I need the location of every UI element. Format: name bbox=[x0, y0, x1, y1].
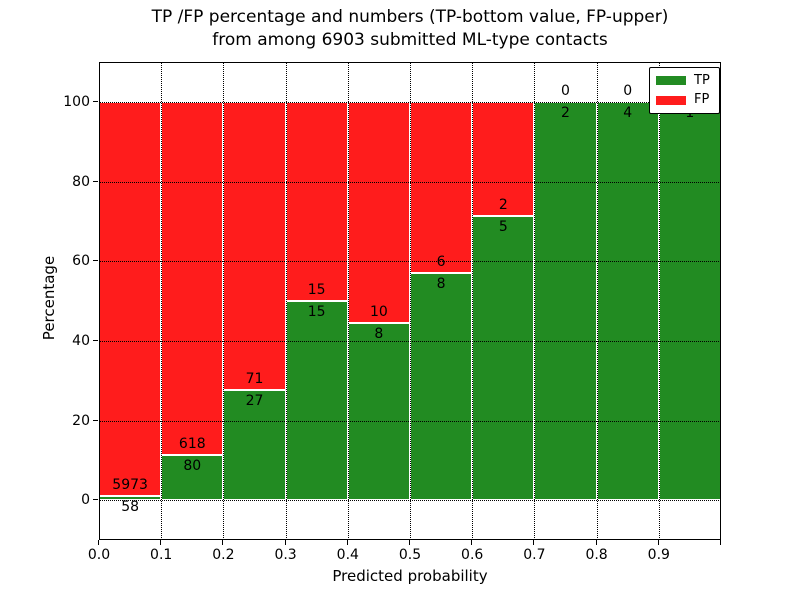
tp-count-label: 80 bbox=[183, 457, 202, 474]
bar-segment-fp bbox=[347, 101, 410, 324]
gridline-vertical bbox=[410, 62, 411, 540]
tp-count-label: 15 bbox=[307, 304, 326, 320]
x-tick-label: 0.2 bbox=[212, 547, 235, 563]
x-tick-mark bbox=[533, 540, 535, 545]
chart-title-line2: from among 6903 submitted ML-type contac… bbox=[212, 30, 608, 50]
tp-count-label: 27 bbox=[245, 393, 264, 410]
fp-legend-swatch bbox=[656, 95, 686, 105]
x-tick-mark bbox=[98, 540, 99, 545]
x-tick-label: 0.6 bbox=[461, 547, 484, 563]
y-tick-mark bbox=[93, 100, 98, 102]
gridline-vertical bbox=[472, 62, 474, 540]
x-tick-label: 0.1 bbox=[150, 547, 173, 563]
bar-segment-fp bbox=[285, 101, 348, 301]
y-tick-label: 0 bbox=[81, 492, 90, 509]
gridline-vertical bbox=[658, 62, 660, 540]
y-tick-mark bbox=[93, 339, 98, 341]
x-tick-mark bbox=[284, 540, 286, 545]
bar-segment-tp bbox=[285, 301, 348, 501]
fp-count-label: 2 bbox=[498, 196, 508, 213]
fp-count-label: 0 bbox=[623, 82, 633, 99]
x-tick-mark bbox=[160, 540, 162, 545]
tp-count-label: 8 bbox=[374, 326, 384, 343]
y-tick-mark bbox=[93, 180, 98, 182]
y-tick-label: 20 bbox=[72, 412, 90, 429]
tp-legend-swatch bbox=[656, 76, 686, 86]
legend-row: TP bbox=[656, 72, 713, 88]
gridline-vertical bbox=[223, 62, 225, 540]
bar-segment-tp bbox=[347, 323, 410, 501]
bar-segment-tp bbox=[223, 390, 286, 501]
bar-segment-tp bbox=[472, 215, 535, 501]
x-axis-title: Predicted probability bbox=[332, 567, 488, 585]
legend-label: FP bbox=[694, 92, 710, 108]
fp-count-label: 0 bbox=[561, 82, 570, 99]
x-tick-mark bbox=[346, 540, 348, 545]
tp-count-label: 5 bbox=[498, 218, 508, 235]
legend-label: TP bbox=[694, 72, 710, 88]
legend: TP FP bbox=[649, 67, 720, 114]
y-tick-mark bbox=[93, 419, 98, 421]
gridline-vertical bbox=[596, 62, 598, 540]
tp-count-label: 2 bbox=[561, 104, 570, 121]
bar-segment-fp bbox=[161, 101, 224, 455]
y-tick-label: 100 bbox=[63, 93, 90, 110]
bar-segment-fp bbox=[99, 101, 162, 497]
legend-row: FP bbox=[656, 93, 713, 107]
gridline-vertical bbox=[161, 62, 163, 540]
x-tick-label: 0.3 bbox=[274, 547, 297, 563]
fp-count-label: 5973 bbox=[112, 477, 148, 494]
x-tick-mark bbox=[720, 540, 721, 545]
chart-title-line1: TP /FP percentage and numbers (TP-bottom… bbox=[151, 7, 669, 27]
bar-segment-tp bbox=[596, 101, 659, 501]
x-tick-label: 0.5 bbox=[398, 547, 422, 563]
x-tick-mark bbox=[222, 540, 224, 545]
x-tick-label: 0.9 bbox=[647, 547, 670, 563]
x-tick-label: 0.4 bbox=[336, 547, 359, 563]
fp-count-label: 618 bbox=[178, 435, 206, 452]
y-tick-label: 60 bbox=[72, 253, 90, 270]
fp-count-label: 10 bbox=[369, 304, 388, 321]
bar-segment-tp bbox=[658, 101, 721, 501]
x-tick-mark bbox=[471, 540, 473, 545]
bar-segment-fp bbox=[410, 101, 473, 273]
y-tick-mark bbox=[93, 499, 98, 501]
bar-segment-tp bbox=[410, 272, 473, 501]
tp-count-label: 58 bbox=[121, 499, 140, 516]
fp-count-label: 15 bbox=[307, 282, 326, 298]
tp-count-label: 4 bbox=[623, 104, 633, 121]
gridline-vertical bbox=[285, 62, 287, 540]
gridline-vertical bbox=[347, 62, 349, 540]
tp-count-label: 8 bbox=[436, 275, 446, 292]
y-tick-label: 40 bbox=[72, 332, 90, 349]
y-tick-mark bbox=[93, 260, 98, 262]
bar-segment-fp bbox=[223, 101, 286, 391]
fp-count-label: 6 bbox=[436, 253, 446, 270]
x-tick-label: 0.0 bbox=[87, 547, 111, 563]
bar-segment-fp bbox=[472, 101, 535, 216]
x-tick-label: 0.7 bbox=[523, 547, 546, 563]
bar-segment-tp bbox=[534, 101, 597, 501]
x-tick-mark bbox=[595, 540, 597, 545]
x-tick-label: 0.8 bbox=[585, 547, 608, 563]
x-tick-mark bbox=[657, 540, 659, 545]
gridline-vertical bbox=[534, 62, 536, 540]
chart-title: TP /FP percentage and numbers (TP-bottom… bbox=[99, 6, 721, 52]
fp-count-label: 71 bbox=[245, 371, 264, 388]
y-tick-label: 80 bbox=[72, 173, 90, 190]
x-tick-mark bbox=[409, 540, 410, 545]
